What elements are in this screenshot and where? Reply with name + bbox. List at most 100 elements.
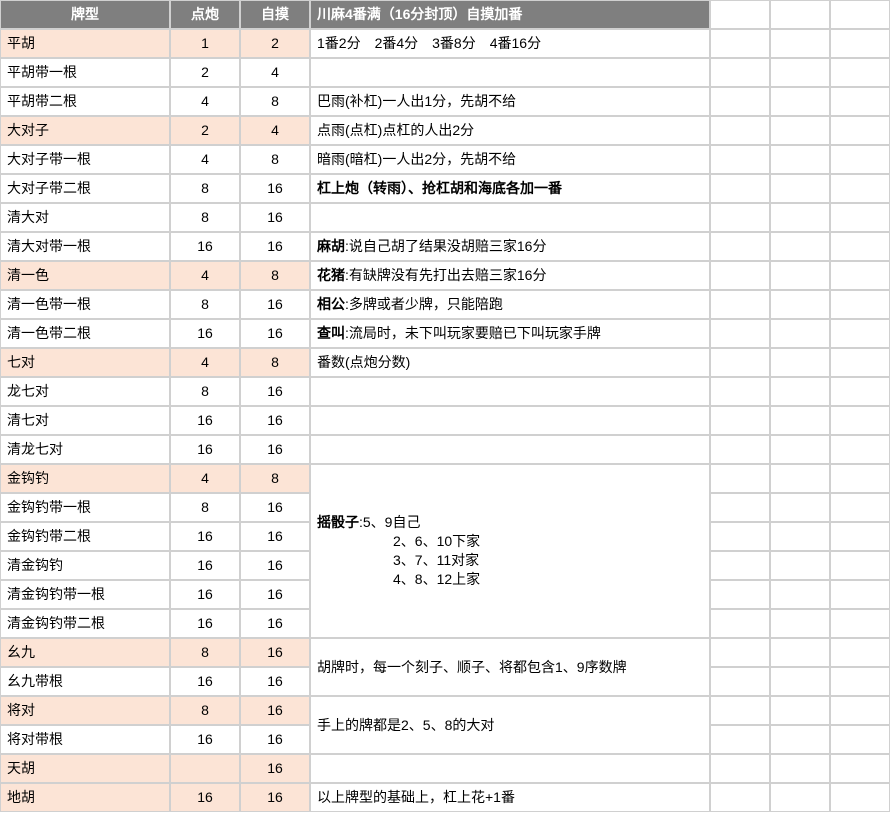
blank-header [710,0,770,29]
blank-cell [710,580,770,609]
zimo-score: 16 [240,609,310,638]
dianpao-score: 16 [170,406,240,435]
blank-cell [830,783,890,812]
dianpao-score: 16 [170,522,240,551]
dianpao-score [170,754,240,783]
blank-cell [770,29,830,58]
hand-type: 幺九 [0,638,170,667]
dianpao-score: 8 [170,493,240,522]
blank-cell [770,609,830,638]
note-cell: 杠上炮（转雨）、抢杠胡和海底各加一番 [310,174,710,203]
yaojiu-note: 胡牌时，每一个刻子、顺子、将都包含1、9序数牌 [310,638,710,696]
blank-cell [830,145,890,174]
note-cell [310,754,710,783]
blank-cell [710,783,770,812]
blank-cell [770,348,830,377]
blank-header [770,0,830,29]
dianpao-score: 16 [170,783,240,812]
blank-cell [770,464,830,493]
blank-cell [830,435,890,464]
blank-cell [710,551,770,580]
blank-cell [830,203,890,232]
blank-cell [830,725,890,754]
hand-type: 龙七对 [0,377,170,406]
blank-cell [710,261,770,290]
mahjong-scoring-table: 牌型点炮自摸川麻4番满（16分封顶）自摸加番平胡121番2分 2番4分 3番8分… [0,0,890,812]
blank-cell [830,174,890,203]
hand-type: 清金钩钓 [0,551,170,580]
dianpao-score: 8 [170,203,240,232]
hand-type: 大对子带二根 [0,174,170,203]
blank-cell [830,29,890,58]
hand-type: 地胡 [0,783,170,812]
blank-cell [830,551,890,580]
blank-cell [770,551,830,580]
blank-cell [710,609,770,638]
blank-cell [770,580,830,609]
zimo-score: 16 [240,522,310,551]
blank-cell [830,580,890,609]
dianpao-score: 2 [170,116,240,145]
dianpao-score: 16 [170,435,240,464]
dianpao-score: 4 [170,348,240,377]
dianpao-score: 4 [170,145,240,174]
blank-cell [830,464,890,493]
zimo-score: 8 [240,87,310,116]
note-cell [310,406,710,435]
note-cell [310,203,710,232]
blank-cell [710,493,770,522]
blank-cell [770,406,830,435]
blank-cell [770,522,830,551]
dianpao-score: 4 [170,464,240,493]
zimo-score: 16 [240,435,310,464]
blank-header [830,0,890,29]
blank-cell [710,435,770,464]
blank-cell [830,232,890,261]
blank-cell [830,406,890,435]
zimo-score: 16 [240,493,310,522]
header-zimo: 自摸 [240,0,310,29]
blank-cell [710,377,770,406]
blank-cell [770,638,830,667]
blank-cell [710,522,770,551]
blank-cell [710,29,770,58]
blank-cell [710,290,770,319]
blank-cell [710,754,770,783]
hand-type: 平胡 [0,29,170,58]
hand-type: 清金钩钓带一根 [0,580,170,609]
blank-cell [830,667,890,696]
zimo-score: 8 [240,145,310,174]
dianpao-score: 16 [170,551,240,580]
zimo-score: 8 [240,261,310,290]
zimo-score: 16 [240,667,310,696]
note-cell: 番数(点炮分数) [310,348,710,377]
note-cell [310,435,710,464]
zimo-score: 16 [240,203,310,232]
blank-cell [830,493,890,522]
blank-cell [710,464,770,493]
hand-type: 清大对 [0,203,170,232]
hand-type: 将对 [0,696,170,725]
hand-type: 天胡 [0,754,170,783]
hand-type: 七对 [0,348,170,377]
zimo-score: 4 [240,58,310,87]
note-cell: 点雨(点杠)点杠的人出2分 [310,116,710,145]
note-cell: 以上牌型的基础上，杠上花+1番 [310,783,710,812]
blank-cell [770,435,830,464]
note-cell [310,377,710,406]
header-type: 牌型 [0,0,170,29]
hand-type: 平胡带一根 [0,58,170,87]
zimo-score: 16 [240,406,310,435]
hand-type: 清大对带一根 [0,232,170,261]
hand-type: 大对子 [0,116,170,145]
blank-cell [710,348,770,377]
blank-cell [770,290,830,319]
blank-cell [710,174,770,203]
dianpao-score: 16 [170,319,240,348]
zimo-score: 16 [240,551,310,580]
blank-cell [770,116,830,145]
zimo-score: 16 [240,580,310,609]
blank-cell [830,87,890,116]
blank-cell [830,319,890,348]
blank-cell [770,145,830,174]
